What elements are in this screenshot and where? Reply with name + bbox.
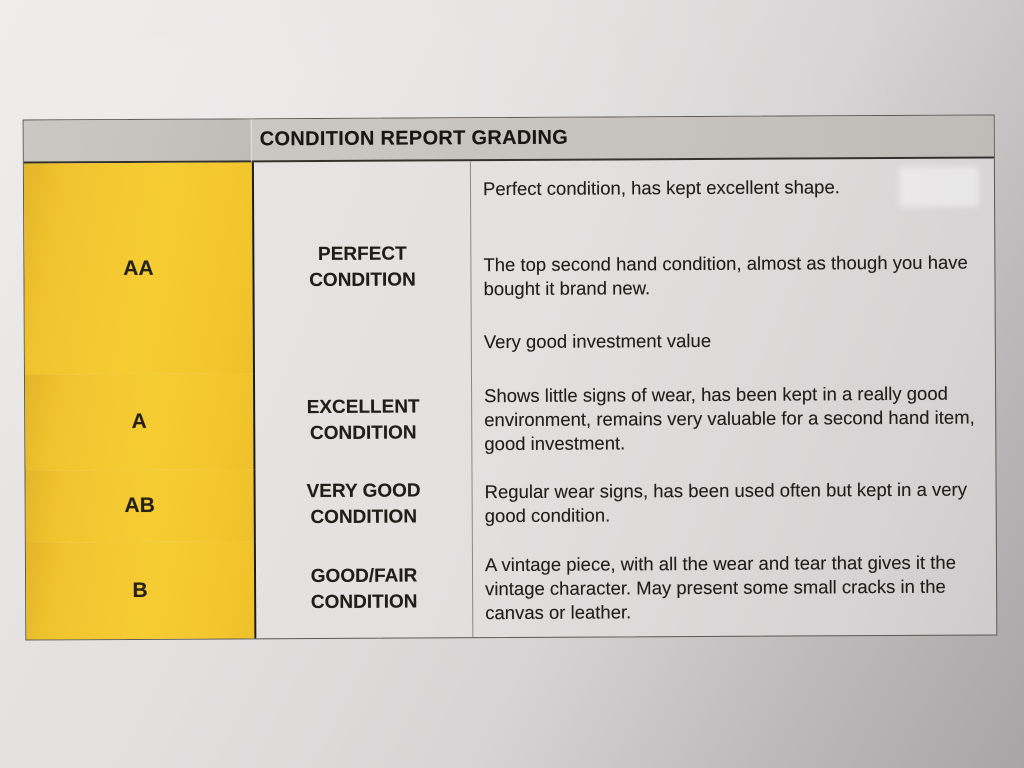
- label-line: CONDITION: [310, 506, 418, 529]
- label-cell-perfect-condition: PERFECT CONDITION: [251, 161, 471, 374]
- description-cell-b: A vintage piece, with all the wear and t…: [471, 537, 997, 638]
- label-cell-very-good-condition: VERY GOOD CONDITION: [253, 468, 472, 542]
- label-line: CONDITION: [309, 422, 417, 445]
- table-title: CONDITION REPORT GRADING: [251, 115, 994, 163]
- label-line: CONDITION: [310, 590, 418, 613]
- description-cell-a: Shows little signs of wear, has been kep…: [470, 369, 996, 469]
- label-line: CONDITION: [309, 268, 416, 291]
- label-line: GOOD/FAIR: [310, 564, 418, 587]
- description-cell-ab: Regular wear signs, has been used often …: [471, 465, 996, 541]
- grade-cell-b: B: [25, 541, 255, 640]
- description-paragraph: Very good investment value: [483, 329, 712, 353]
- label-line: EXCELLENT: [306, 396, 420, 419]
- description-paragraph: Regular wear signs, has been used often …: [484, 478, 967, 527]
- description-paragraph: A vintage piece, with all the wear and t…: [484, 551, 957, 623]
- description-paragraph: The top second hand condition, almost as…: [483, 251, 968, 300]
- description-paragraph: Shows little signs of wear, has been kep…: [484, 382, 975, 455]
- grade-cell-a: A: [24, 373, 254, 471]
- condition-report-grading-table: CONDITION REPORT GRADING AA PERFECT COND…: [22, 114, 998, 641]
- table-header-empty-cell: [23, 119, 252, 164]
- label-line: PERFECT: [317, 243, 407, 265]
- description-paragraph: Perfect condition, has kept excellent sh…: [482, 176, 840, 200]
- label-cell-excellent-condition: EXCELLENT CONDITION: [252, 372, 472, 470]
- grade-cell-aa: AA: [23, 162, 253, 375]
- label-line: VERY GOOD: [306, 480, 421, 503]
- description-cell-aa: Perfect condition, has kept excellent sh…: [469, 158, 995, 373]
- grade-cell-ab: AB: [25, 469, 254, 543]
- label-cell-good-fair-condition: GOOD/FAIR CONDITION: [253, 540, 473, 639]
